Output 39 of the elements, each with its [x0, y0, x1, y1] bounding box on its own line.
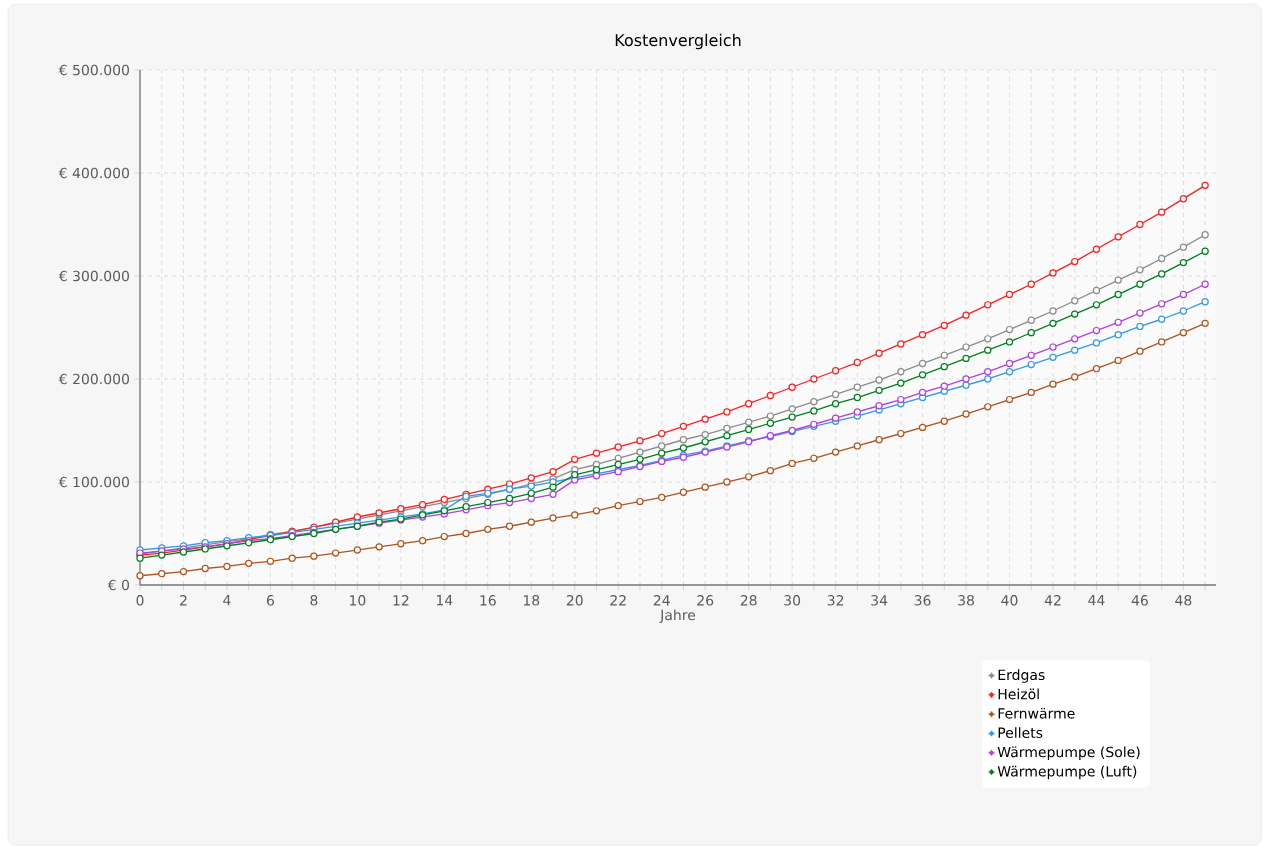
legend-label: Wärmepumpe (Sole): [997, 746, 1140, 760]
x-tick-label: 42: [1044, 595, 1061, 606]
legend-label: Erdgas: [998, 669, 1045, 683]
x-tick-label: 30: [784, 595, 801, 606]
legend-label: Wärmepumpe (Luft): [997, 765, 1137, 780]
chart-title: Kostenvergleich: [615, 33, 741, 50]
x-tick-label: 14: [436, 595, 453, 606]
x-tick-label: 28: [740, 595, 757, 606]
x-tick-label: 16: [480, 595, 496, 606]
x-tick-label: 40: [1001, 595, 1018, 606]
y-tick-label: € 100.000: [58, 476, 129, 488]
legend-label: Fernwärme: [998, 707, 1075, 719]
x-tick-label: 44: [1088, 595, 1105, 606]
x-tick-label: 36: [914, 595, 931, 606]
x-tick-label: 22: [610, 595, 626, 606]
y-tick-label: € 300.000: [58, 270, 129, 282]
x-tick-label: 10: [350, 595, 366, 606]
x-tick-label: 8: [310, 595, 318, 606]
x-tick-label: 24: [653, 595, 670, 606]
x-tick-label: 38: [958, 595, 974, 606]
x-axis-title: Jahre: [659, 609, 696, 623]
x-tick-label: 4: [223, 595, 231, 606]
y-tick-label: € 400.000: [58, 167, 129, 179]
x-tick-label: 32: [827, 595, 844, 606]
x-tick-label: 2: [180, 595, 187, 606]
legend-label: Pellets: [998, 727, 1043, 738]
y-tick-label: € 200.000: [58, 373, 129, 385]
x-tick-label: 20: [566, 595, 583, 606]
x-tick-label: 18: [523, 595, 540, 606]
x-tick-label: 6: [266, 595, 274, 606]
x-tick-label: 48: [1175, 595, 1192, 606]
y-tick-label: € 0: [107, 579, 130, 591]
x-tick-label: 34: [871, 595, 888, 606]
x-tick-label: 46: [1131, 595, 1148, 606]
legend-label: Heizöl: [998, 688, 1039, 700]
x-tick-label: 26: [697, 595, 714, 606]
x-tick-label: 0: [136, 595, 144, 606]
y-tick-label: € 500.000: [58, 64, 129, 76]
x-tick-label: 12: [393, 595, 409, 606]
